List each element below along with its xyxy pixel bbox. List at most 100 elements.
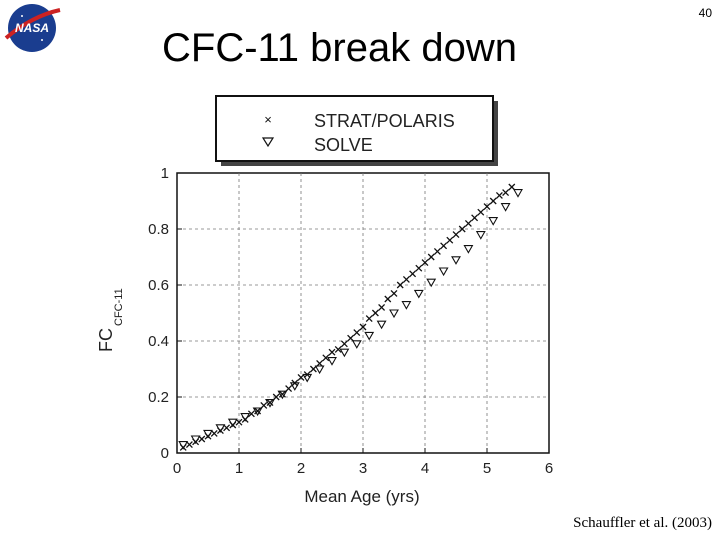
strat-polaris-point bbox=[409, 270, 417, 278]
strat-polaris-point bbox=[489, 197, 497, 205]
strat-polaris-point bbox=[285, 385, 293, 393]
page-number: 40 bbox=[698, 6, 712, 20]
solve-point bbox=[475, 231, 486, 240]
y-tick-label: 0.2 bbox=[148, 389, 169, 406]
strat-polaris-point bbox=[477, 208, 485, 216]
solve-point bbox=[513, 189, 523, 198]
strat-polaris-point bbox=[266, 399, 274, 407]
solve-point bbox=[401, 301, 412, 310]
solve-point bbox=[215, 424, 226, 433]
x-tick-label: 6 bbox=[545, 460, 553, 477]
strat-polaris-point bbox=[508, 183, 516, 191]
strat-polaris-point bbox=[502, 189, 510, 197]
strat-polaris-point bbox=[278, 390, 286, 398]
strat-polaris-point bbox=[390, 289, 398, 297]
solve-point bbox=[364, 331, 375, 341]
solve-point bbox=[488, 217, 499, 226]
nasa-logo-text: NASA bbox=[15, 21, 49, 35]
solve-point bbox=[463, 245, 474, 254]
x-axis-label: Mean Age (yrs) bbox=[304, 487, 419, 506]
solve-point bbox=[413, 289, 424, 299]
strat-polaris-point bbox=[347, 334, 355, 342]
y-tick-label: 0.8 bbox=[148, 221, 169, 238]
solve-point bbox=[203, 429, 213, 439]
strat-polaris-point bbox=[223, 424, 231, 432]
grid-lines bbox=[177, 173, 549, 453]
nasa-logo-star bbox=[21, 15, 23, 17]
legend-box bbox=[215, 95, 494, 162]
x-tick-label: 2 bbox=[297, 460, 305, 477]
strat-polaris-point bbox=[198, 435, 206, 443]
strat-polaris-point bbox=[365, 315, 373, 323]
strat-polaris-point bbox=[316, 359, 324, 367]
solve-point bbox=[500, 203, 511, 212]
solve-point bbox=[265, 399, 275, 408]
y-tick-label: 0.6 bbox=[148, 277, 169, 294]
solve-point bbox=[327, 357, 337, 366]
axis-ticks: 0 1 2 3 4 5 6 0 0.2 0.4 0.6 0.8 1 bbox=[148, 165, 553, 477]
solve-point bbox=[190, 435, 201, 445]
strat-polaris-point bbox=[328, 348, 336, 356]
strat-polaris-point bbox=[322, 354, 330, 362]
solve-point bbox=[289, 382, 300, 391]
strat-polaris-point bbox=[378, 303, 386, 311]
solve-point bbox=[351, 340, 362, 349]
strat-polaris-point bbox=[433, 247, 441, 255]
legend-marker-triangle bbox=[261, 137, 275, 148]
strat-polaris-point bbox=[210, 429, 218, 437]
strat-polaris-point bbox=[421, 259, 429, 267]
solve-point bbox=[389, 309, 399, 319]
legend-marker-x: × bbox=[264, 112, 272, 127]
solve-point bbox=[178, 441, 189, 450]
strat-polaris-point bbox=[260, 401, 268, 409]
x-tick-label: 3 bbox=[359, 460, 367, 477]
citation: Schauffler et al. (2003) bbox=[573, 515, 712, 531]
solve-point bbox=[451, 256, 461, 265]
nasa-logo-star bbox=[41, 39, 43, 41]
strat-polaris-point bbox=[353, 329, 361, 337]
x-tick-label: 1 bbox=[235, 460, 243, 477]
strat-polaris-point bbox=[427, 253, 435, 261]
strat-polaris-point bbox=[483, 203, 491, 211]
strat-polaris-point bbox=[464, 219, 472, 227]
solve-point bbox=[376, 320, 387, 330]
y-axis-label-main: FC bbox=[96, 328, 116, 352]
strat-polaris-point bbox=[384, 295, 392, 303]
y-axis-label: FC CFC-11 bbox=[96, 288, 125, 352]
solve-point bbox=[240, 413, 251, 422]
strat-polaris-point bbox=[458, 225, 466, 233]
strat-polaris-point bbox=[297, 373, 305, 381]
strat-polaris-point bbox=[340, 340, 348, 348]
legend-label-solve: SOLVE bbox=[314, 135, 373, 155]
solve-point bbox=[252, 407, 263, 417]
nasa-logo: NASA bbox=[4, 4, 61, 52]
strat-polaris-point bbox=[495, 191, 503, 199]
strat-polaris-point bbox=[359, 323, 367, 331]
strat-polaris-point bbox=[334, 345, 342, 353]
x-tick-label: 4 bbox=[421, 460, 429, 477]
strat-polaris-point bbox=[371, 309, 379, 317]
x-tick-label: 0 bbox=[173, 460, 181, 477]
strat-polaris-point bbox=[272, 393, 280, 401]
slide-title: CFC-11 break down bbox=[162, 26, 517, 70]
y-tick-label: 0 bbox=[161, 445, 169, 462]
solve-point bbox=[438, 267, 449, 277]
strat-polaris-point bbox=[415, 264, 423, 272]
strat-polaris-point bbox=[440, 242, 448, 250]
strat-polaris-point bbox=[402, 275, 410, 283]
y-tick-label: 0.4 bbox=[148, 333, 169, 350]
nasa-logo-swoosh bbox=[4, 8, 61, 40]
y-tick-label: 1 bbox=[161, 165, 169, 182]
solve-point bbox=[302, 373, 313, 383]
data-points bbox=[178, 183, 523, 451]
solve-point bbox=[277, 390, 288, 400]
solve-point bbox=[227, 418, 238, 428]
solve-point bbox=[314, 365, 325, 375]
strat-polaris-point bbox=[235, 418, 243, 426]
strat-polaris-point bbox=[247, 410, 255, 418]
x-tick-label: 5 bbox=[483, 460, 491, 477]
solve-point bbox=[339, 348, 350, 358]
y-axis-label-sub: CFC-11 bbox=[113, 288, 125, 326]
chart-legend: × STRAT/POLARIS SOLVE bbox=[215, 95, 498, 166]
